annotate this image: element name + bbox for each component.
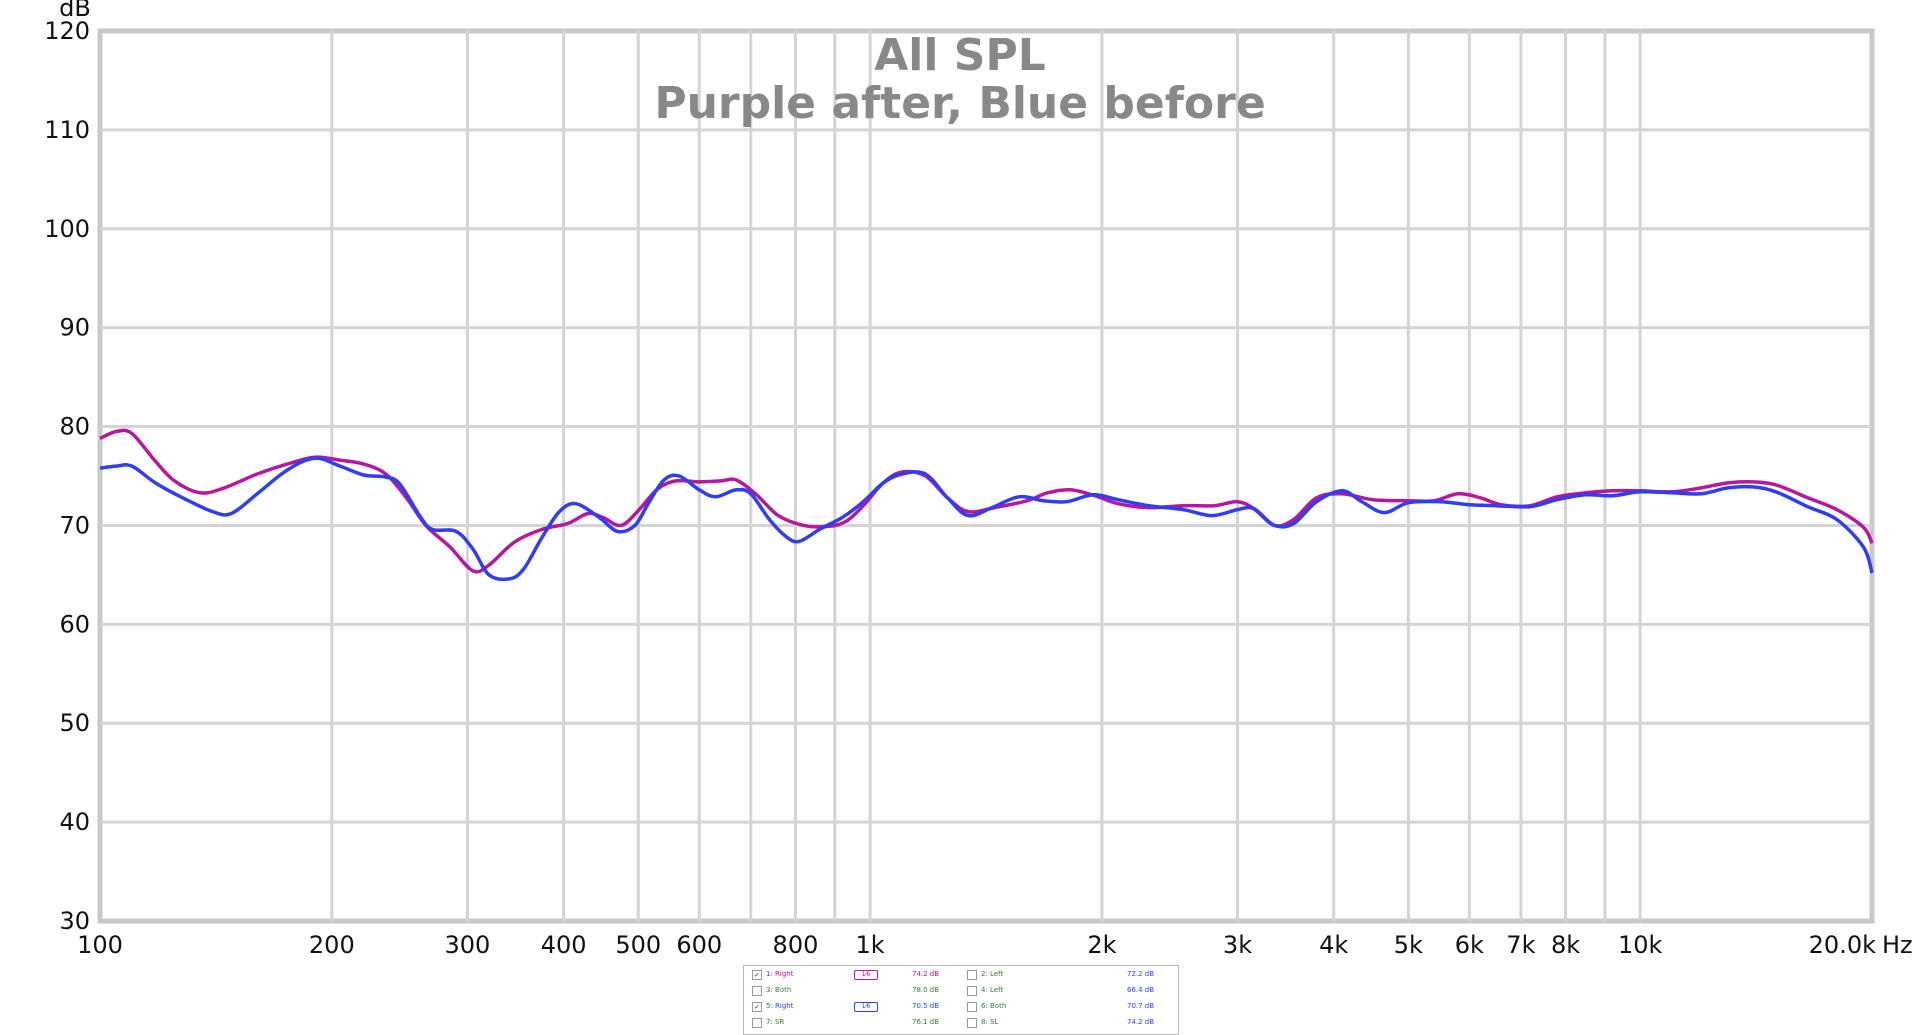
x-tick-label: 5k	[1394, 931, 1423, 959]
legend-value: 70.7 dB	[1127, 1002, 1155, 1010]
x-tick-label: 7k	[1506, 931, 1535, 959]
legend-checkbox[interactable]	[752, 1018, 762, 1028]
legend-checkbox[interactable]	[967, 1002, 977, 1012]
y-tick-label: 100	[44, 215, 90, 243]
x-tick-label: 400	[541, 931, 587, 959]
chart-title: All SPL	[874, 30, 1046, 81]
legend-label: 2: Left	[981, 970, 1004, 978]
legend-row: 3: Both 78.0 dB 4: Left 66.4 dB	[744, 983, 1178, 999]
y-tick-label: 70	[59, 511, 90, 539]
series-group	[99, 428, 1874, 582]
legend-value: 78.0 dB	[912, 986, 940, 994]
y-tick-label: 30	[59, 907, 90, 935]
x-tick-label: 20.0k	[1809, 931, 1876, 959]
x-tick-labels: 100 200 300 400 500 600 800 1k 2k 3k 4k 5k 6k 7k 8k 10k…	[77, 931, 1876, 959]
y-tick-label: 110	[44, 116, 90, 144]
y-tick-label: 120	[44, 17, 90, 45]
chart-subtitle: Purple after, Blue before	[654, 78, 1265, 129]
x-tick-label: 600	[676, 931, 722, 959]
legend-row: ✓ 1: Right 1⁄6 74.2 dB 2: Left 72.2 dB	[744, 967, 1178, 983]
x-tick-label: 10k	[1618, 931, 1663, 959]
x-tick-label: 6k	[1455, 931, 1484, 959]
x-axis-unit: Hz	[1882, 931, 1913, 959]
x-tick-label: 100	[77, 931, 123, 959]
x-tick-label: 200	[309, 931, 355, 959]
legend-checkbox[interactable]: ✓	[752, 970, 762, 980]
series-line-2	[99, 456, 1874, 582]
x-tick-label: 3k	[1223, 931, 1252, 959]
y-tick-label: 40	[59, 808, 90, 836]
legend-value: 76.1 dB	[912, 1018, 940, 1026]
legend-checkbox[interactable]	[967, 986, 977, 996]
plot-area	[97, 28, 1875, 924]
x-tick-label: 4k	[1319, 931, 1348, 959]
y-tick-label: 80	[59, 413, 90, 441]
y-tick-label: 50	[59, 709, 90, 737]
legend-value: 70.5 dB	[912, 1002, 940, 1010]
legend-value: 72.2 dB	[1127, 970, 1155, 978]
y-tick-label: 60	[59, 610, 90, 638]
legend-checkbox[interactable]	[967, 1018, 977, 1028]
legend-label: 8: SL	[981, 1018, 999, 1026]
legend-checkbox[interactable]: ✓	[752, 1002, 762, 1012]
legend-swatch[interactable]: 1⁄6	[854, 1002, 878, 1012]
x-tick-label: 300	[445, 931, 491, 959]
legend-panel: ✓ 1: Right 1⁄6 74.2 dB 2: Left 72.2 dB 3: Both…	[743, 965, 1179, 1035]
legend-checkbox[interactable]	[752, 986, 762, 996]
legend-label: 7: SR	[766, 1018, 785, 1026]
legend-value: 66.4 dB	[1127, 986, 1155, 994]
legend-value: 74.2 dB	[1127, 1018, 1155, 1026]
legend-checkbox[interactable]	[967, 970, 977, 980]
legend-label: 3: Both	[766, 986, 792, 994]
y-tick-labels: 30 40 50 60 70 80 90 100 110 120	[44, 17, 90, 935]
legend-swatch[interactable]: 1⁄6	[854, 970, 878, 980]
x-tick-label: 1k	[856, 931, 885, 959]
y-axis-label: dB	[59, 0, 91, 22]
legend-label: 1: Right	[766, 970, 794, 978]
x-tick-label: 800	[773, 931, 819, 959]
x-tick-label: 2k	[1087, 931, 1116, 959]
x-tick-label: 8k	[1551, 931, 1580, 959]
legend-label: 5: Right	[766, 1002, 794, 1010]
legend-row: ✓ 5: Right 1⁄6 70.5 dB 6: Both 70.7 dB	[744, 999, 1178, 1015]
legend-label: 4: Left	[981, 986, 1004, 994]
x-tick-label: 500	[615, 931, 661, 959]
legend-label: 6: Both	[981, 1002, 1007, 1010]
legend-value: 74.2 dB	[912, 970, 940, 978]
legend-row: 7: SR 76.1 dB 8: SL 74.2 dB	[744, 1015, 1178, 1031]
grid	[100, 31, 1872, 921]
y-tick-label: 90	[59, 314, 90, 342]
